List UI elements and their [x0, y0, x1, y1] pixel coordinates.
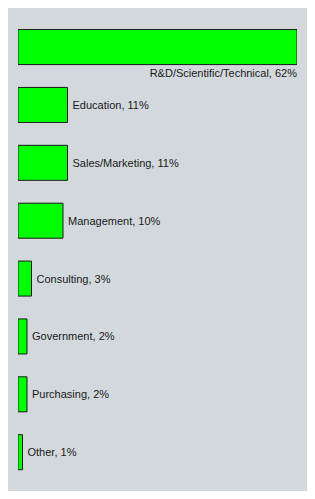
- svg-text:R&D/Scientific/Technical, 62%: R&D/Scientific/Technical, 62%: [150, 67, 298, 79]
- svg-text:Other, 1%: Other, 1%: [28, 446, 77, 458]
- svg-text:Government, 2%: Government, 2%: [32, 330, 115, 342]
- svg-text:Education, 11%: Education, 11%: [73, 99, 149, 111]
- svg-text:Management, 10%: Management, 10%: [68, 215, 161, 227]
- svg-text:Purchasing, 2%: Purchasing, 2%: [32, 388, 109, 400]
- svg-text:Sales/Marketing, 11%: Sales/Marketing, 11%: [73, 157, 179, 169]
- svg-text:Consulting, 3%: Consulting, 3%: [37, 273, 111, 285]
